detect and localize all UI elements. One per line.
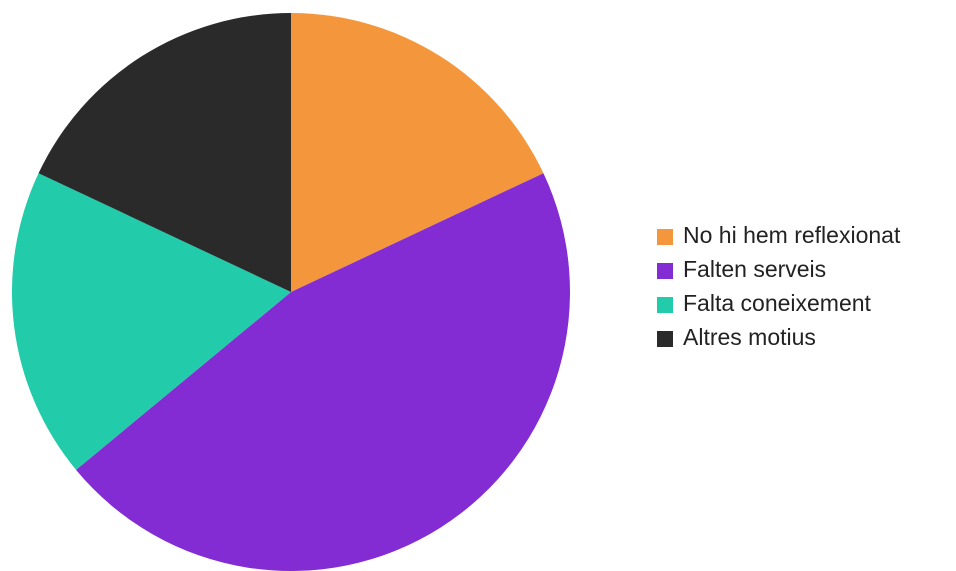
pie-slice bbox=[291, 13, 544, 292]
legend-swatch bbox=[657, 331, 673, 347]
legend-swatch bbox=[657, 297, 673, 313]
legend-label: Altres motius bbox=[683, 324, 816, 350]
legend-label: No hi hem reflexionat bbox=[683, 222, 901, 248]
pie-slice bbox=[38, 13, 291, 292]
legend-swatch bbox=[657, 229, 673, 245]
pie-slice bbox=[76, 173, 570, 571]
pie-slice bbox=[11, 173, 291, 470]
legend-label: Falten serveis bbox=[683, 256, 826, 282]
legend-swatch bbox=[657, 263, 673, 279]
legend-label: Falta coneixement bbox=[683, 290, 872, 316]
